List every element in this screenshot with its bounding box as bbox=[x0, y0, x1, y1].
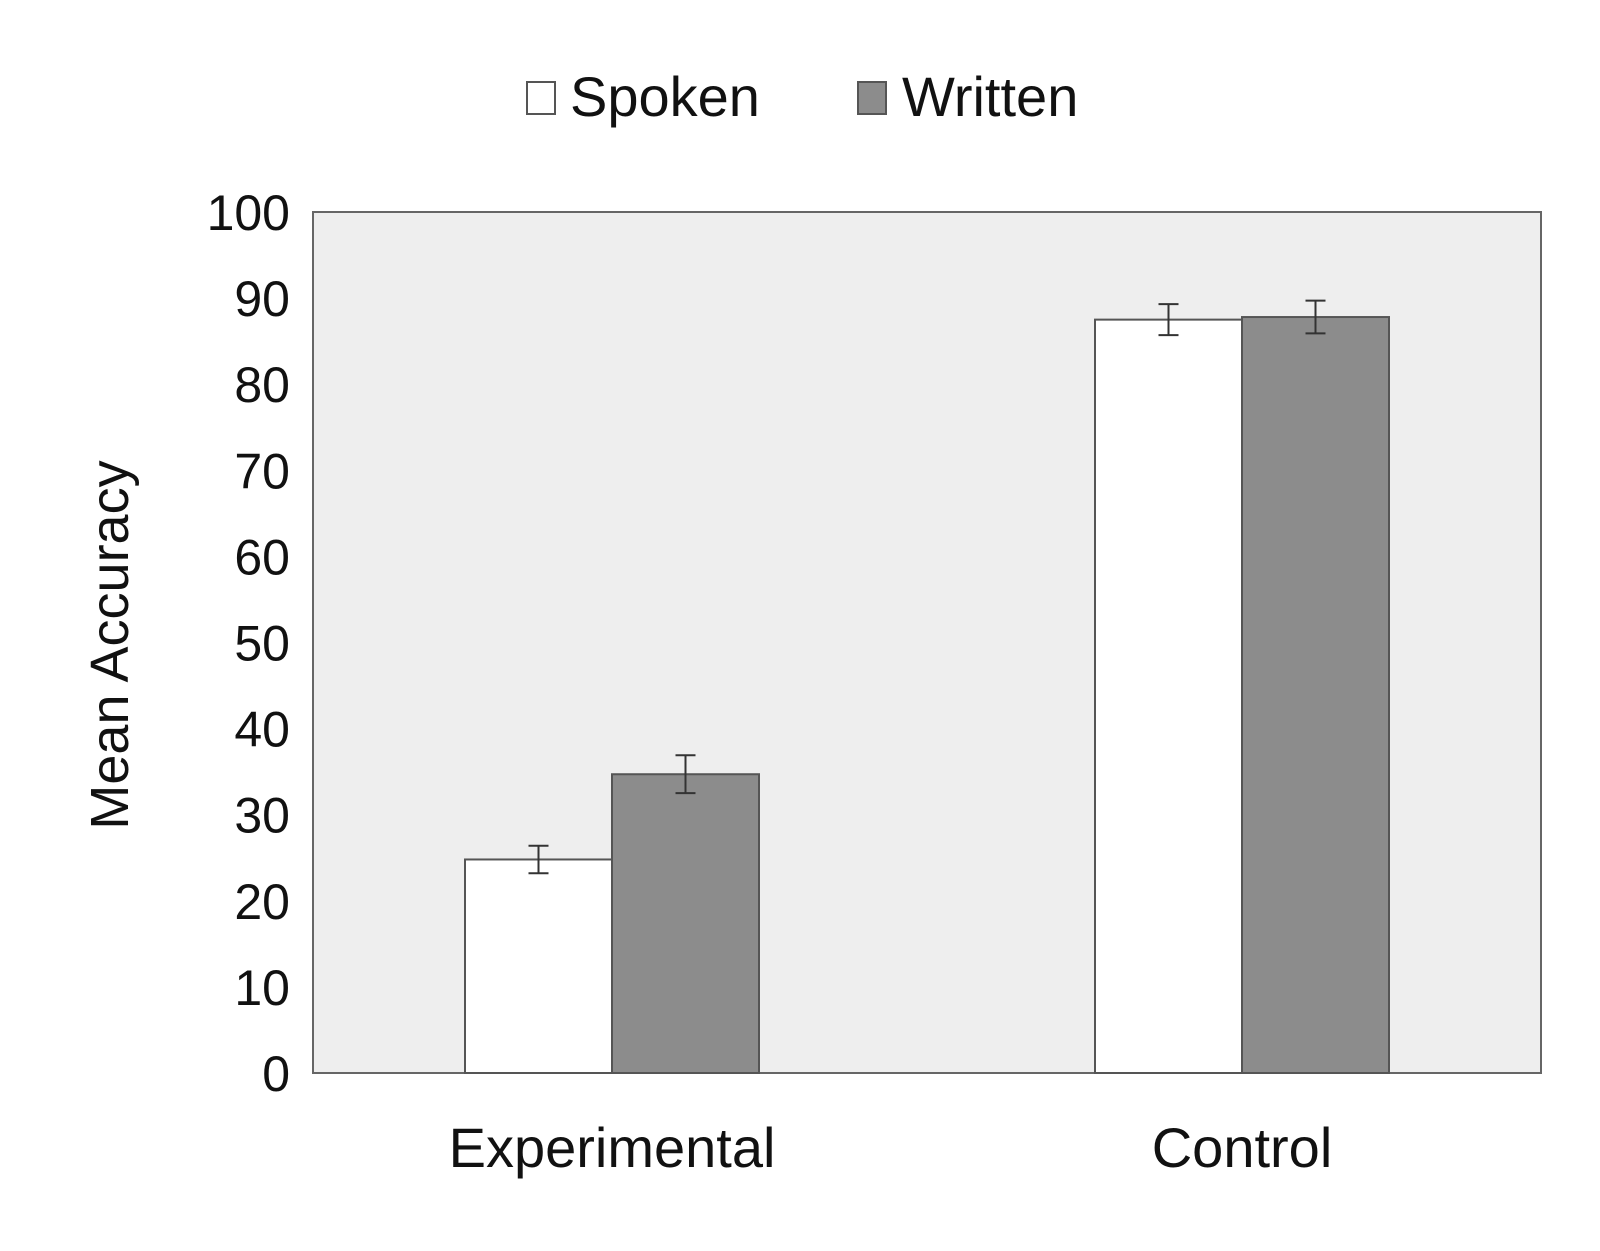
y-tick-label: 100 bbox=[207, 185, 290, 241]
bar-written-control bbox=[1241, 316, 1390, 1074]
y-tick-label: 60 bbox=[234, 529, 290, 585]
y-tick-label: 50 bbox=[234, 616, 290, 672]
y-tick-label: 70 bbox=[234, 443, 290, 499]
bar-spoken-control bbox=[1094, 318, 1243, 1074]
legend-label-written: Written bbox=[902, 65, 1078, 128]
bar-written-experimental bbox=[611, 773, 760, 1074]
bar-spoken-experimental bbox=[464, 858, 613, 1074]
y-tick-label: 80 bbox=[234, 357, 290, 413]
y-tick-label: 0 bbox=[262, 1046, 290, 1102]
legend-label-spoken: Spoken bbox=[570, 65, 760, 128]
y-tick-label: 20 bbox=[234, 874, 290, 930]
y-tick-label: 30 bbox=[234, 788, 290, 844]
error-bars bbox=[528, 299, 1326, 875]
x-category-label: Experimental bbox=[449, 1116, 776, 1179]
y-axis-ticks: 0 10 20 30 40 50 60 70 80 90 100 bbox=[207, 185, 290, 1102]
legend: Spoken Written bbox=[526, 65, 1078, 128]
y-tick-label: 40 bbox=[234, 702, 290, 758]
legend-swatch-written bbox=[857, 81, 887, 115]
x-category-label: Control bbox=[1152, 1116, 1333, 1179]
y-tick-label: 90 bbox=[234, 271, 290, 327]
y-axis-title: Mean Accuracy bbox=[80, 460, 140, 829]
legend-swatch-spoken bbox=[526, 81, 556, 115]
x-axis-labels: Experimental Control bbox=[449, 1116, 1333, 1179]
y-tick-label: 10 bbox=[234, 960, 290, 1016]
